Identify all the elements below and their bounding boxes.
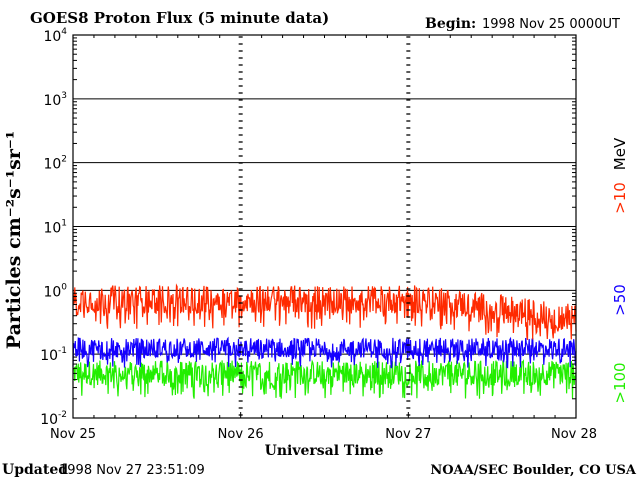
legend-gt10: >10 [611,182,629,214]
x-tick-label: Nov 28 [551,427,597,442]
y-tick-label: 101 [43,219,67,237]
y-axis-title: Particles cm⁻²s⁻¹sr⁻¹ [3,131,25,349]
x-tick-label: Nov 26 [218,427,264,442]
energy-unit-label: MeV [611,137,629,170]
credit-text: NOAA/SEC Boulder, CO USA [430,463,637,478]
grid-lines [73,98,576,355]
series-line-gt10 [72,283,577,341]
x-axis-title: Universal Time [265,443,384,459]
x-tick-labels: Nov 25 Nov 26 Nov 27 Nov 28 [50,35,597,442]
updated-value: 1998 Nov 27 23:51:09 [59,463,205,478]
y-tick-label: 100 [43,282,67,300]
day-boundary-ticks [238,36,411,416]
series-layer [72,283,577,399]
legend-gt50: >50 [611,284,629,316]
chart-title: GOES8 Proton Flux (5 minute data) [30,9,329,27]
x-tick-label: Nov 27 [385,427,431,442]
begin-label: Begin: [425,16,476,32]
series-line-gt50 [72,336,577,369]
y-tick-label: 103 [43,91,67,109]
y-tick-label: 102 [43,155,67,173]
y-tick-labels: 104 103 102 101 100 10-1 10-2 [40,27,576,428]
updated-label: Updated [2,462,68,478]
y-tick-label: 104 [43,27,67,45]
legend-gt100: >100 [611,362,629,403]
x-tick-label: Nov 25 [50,427,96,442]
series-line-gt100 [72,359,577,399]
y-tick-label: 10-1 [40,346,67,364]
y-tick-label: 10-2 [40,410,67,428]
begin-value: 1998 Nov 25 0000UT [482,17,620,32]
